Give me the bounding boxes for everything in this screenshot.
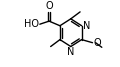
Text: HO: HO — [24, 19, 39, 29]
Text: N: N — [83, 21, 91, 31]
Text: N: N — [67, 47, 75, 57]
Text: O: O — [93, 38, 101, 48]
Text: O: O — [45, 1, 53, 11]
